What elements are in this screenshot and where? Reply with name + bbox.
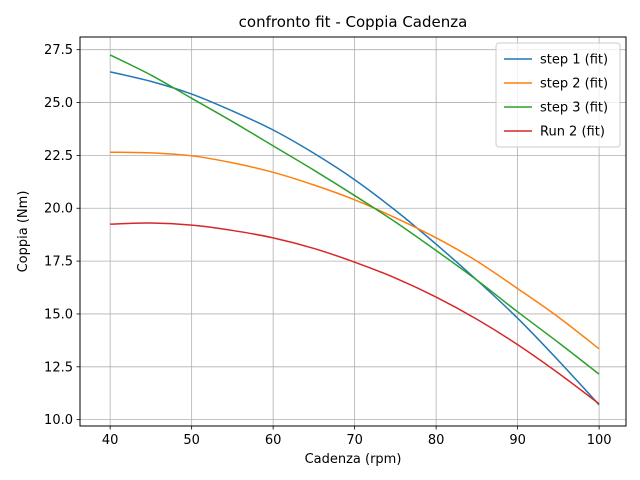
series-line-3 bbox=[109, 54, 600, 375]
x-tick-label: 80 bbox=[428, 433, 445, 448]
axis-ticks: 40 50 60 70 80 90 100 10.0 12.5 15.0 17.5 20.0 22.5 2… bbox=[44, 43, 611, 448]
x-axis-label: Cadenza (rpm) bbox=[305, 452, 402, 467]
series-lines bbox=[109, 54, 600, 406]
plot-frame bbox=[79, 36, 627, 427]
series-line-1 bbox=[109, 71, 600, 406]
y-tick-label: 20.0 bbox=[44, 202, 73, 217]
legend-box bbox=[495, 42, 621, 148]
chart-title: confronto fit - Coppia Cadenza bbox=[239, 13, 468, 31]
x-tick-label: 40 bbox=[102, 433, 119, 448]
series-line-2 bbox=[110, 151, 600, 350]
series-line-4 bbox=[110, 222, 600, 405]
y-tick-label: 27.5 bbox=[44, 43, 73, 58]
x-tick-label: 60 bbox=[265, 433, 282, 448]
y-tick-label: 12.5 bbox=[44, 360, 73, 375]
legend: step 1 (fit) step 2 (fit) step 3 (fit) Run … bbox=[495, 42, 621, 148]
y-tick-label: 10.0 bbox=[44, 413, 73, 428]
x-tick-label: 70 bbox=[346, 433, 363, 448]
x-tick-label: 90 bbox=[509, 433, 526, 448]
y-tick-label: 15.0 bbox=[44, 307, 73, 322]
y-axis-label: Coppia (Nm) bbox=[16, 191, 31, 273]
legend-label: step 2 (fit) bbox=[540, 77, 608, 92]
x-tick-label: 100 bbox=[587, 433, 612, 448]
legend-label: step 1 (fit) bbox=[540, 53, 608, 68]
y-tick-label: 25.0 bbox=[44, 96, 73, 111]
y-tick-label: 17.5 bbox=[44, 255, 73, 270]
legend-label: Run 2 (fit) bbox=[540, 125, 605, 140]
legend-label: step 3 (fit) bbox=[540, 101, 608, 116]
y-tick-label: 22.5 bbox=[44, 149, 73, 164]
x-tick-label: 50 bbox=[183, 433, 200, 448]
